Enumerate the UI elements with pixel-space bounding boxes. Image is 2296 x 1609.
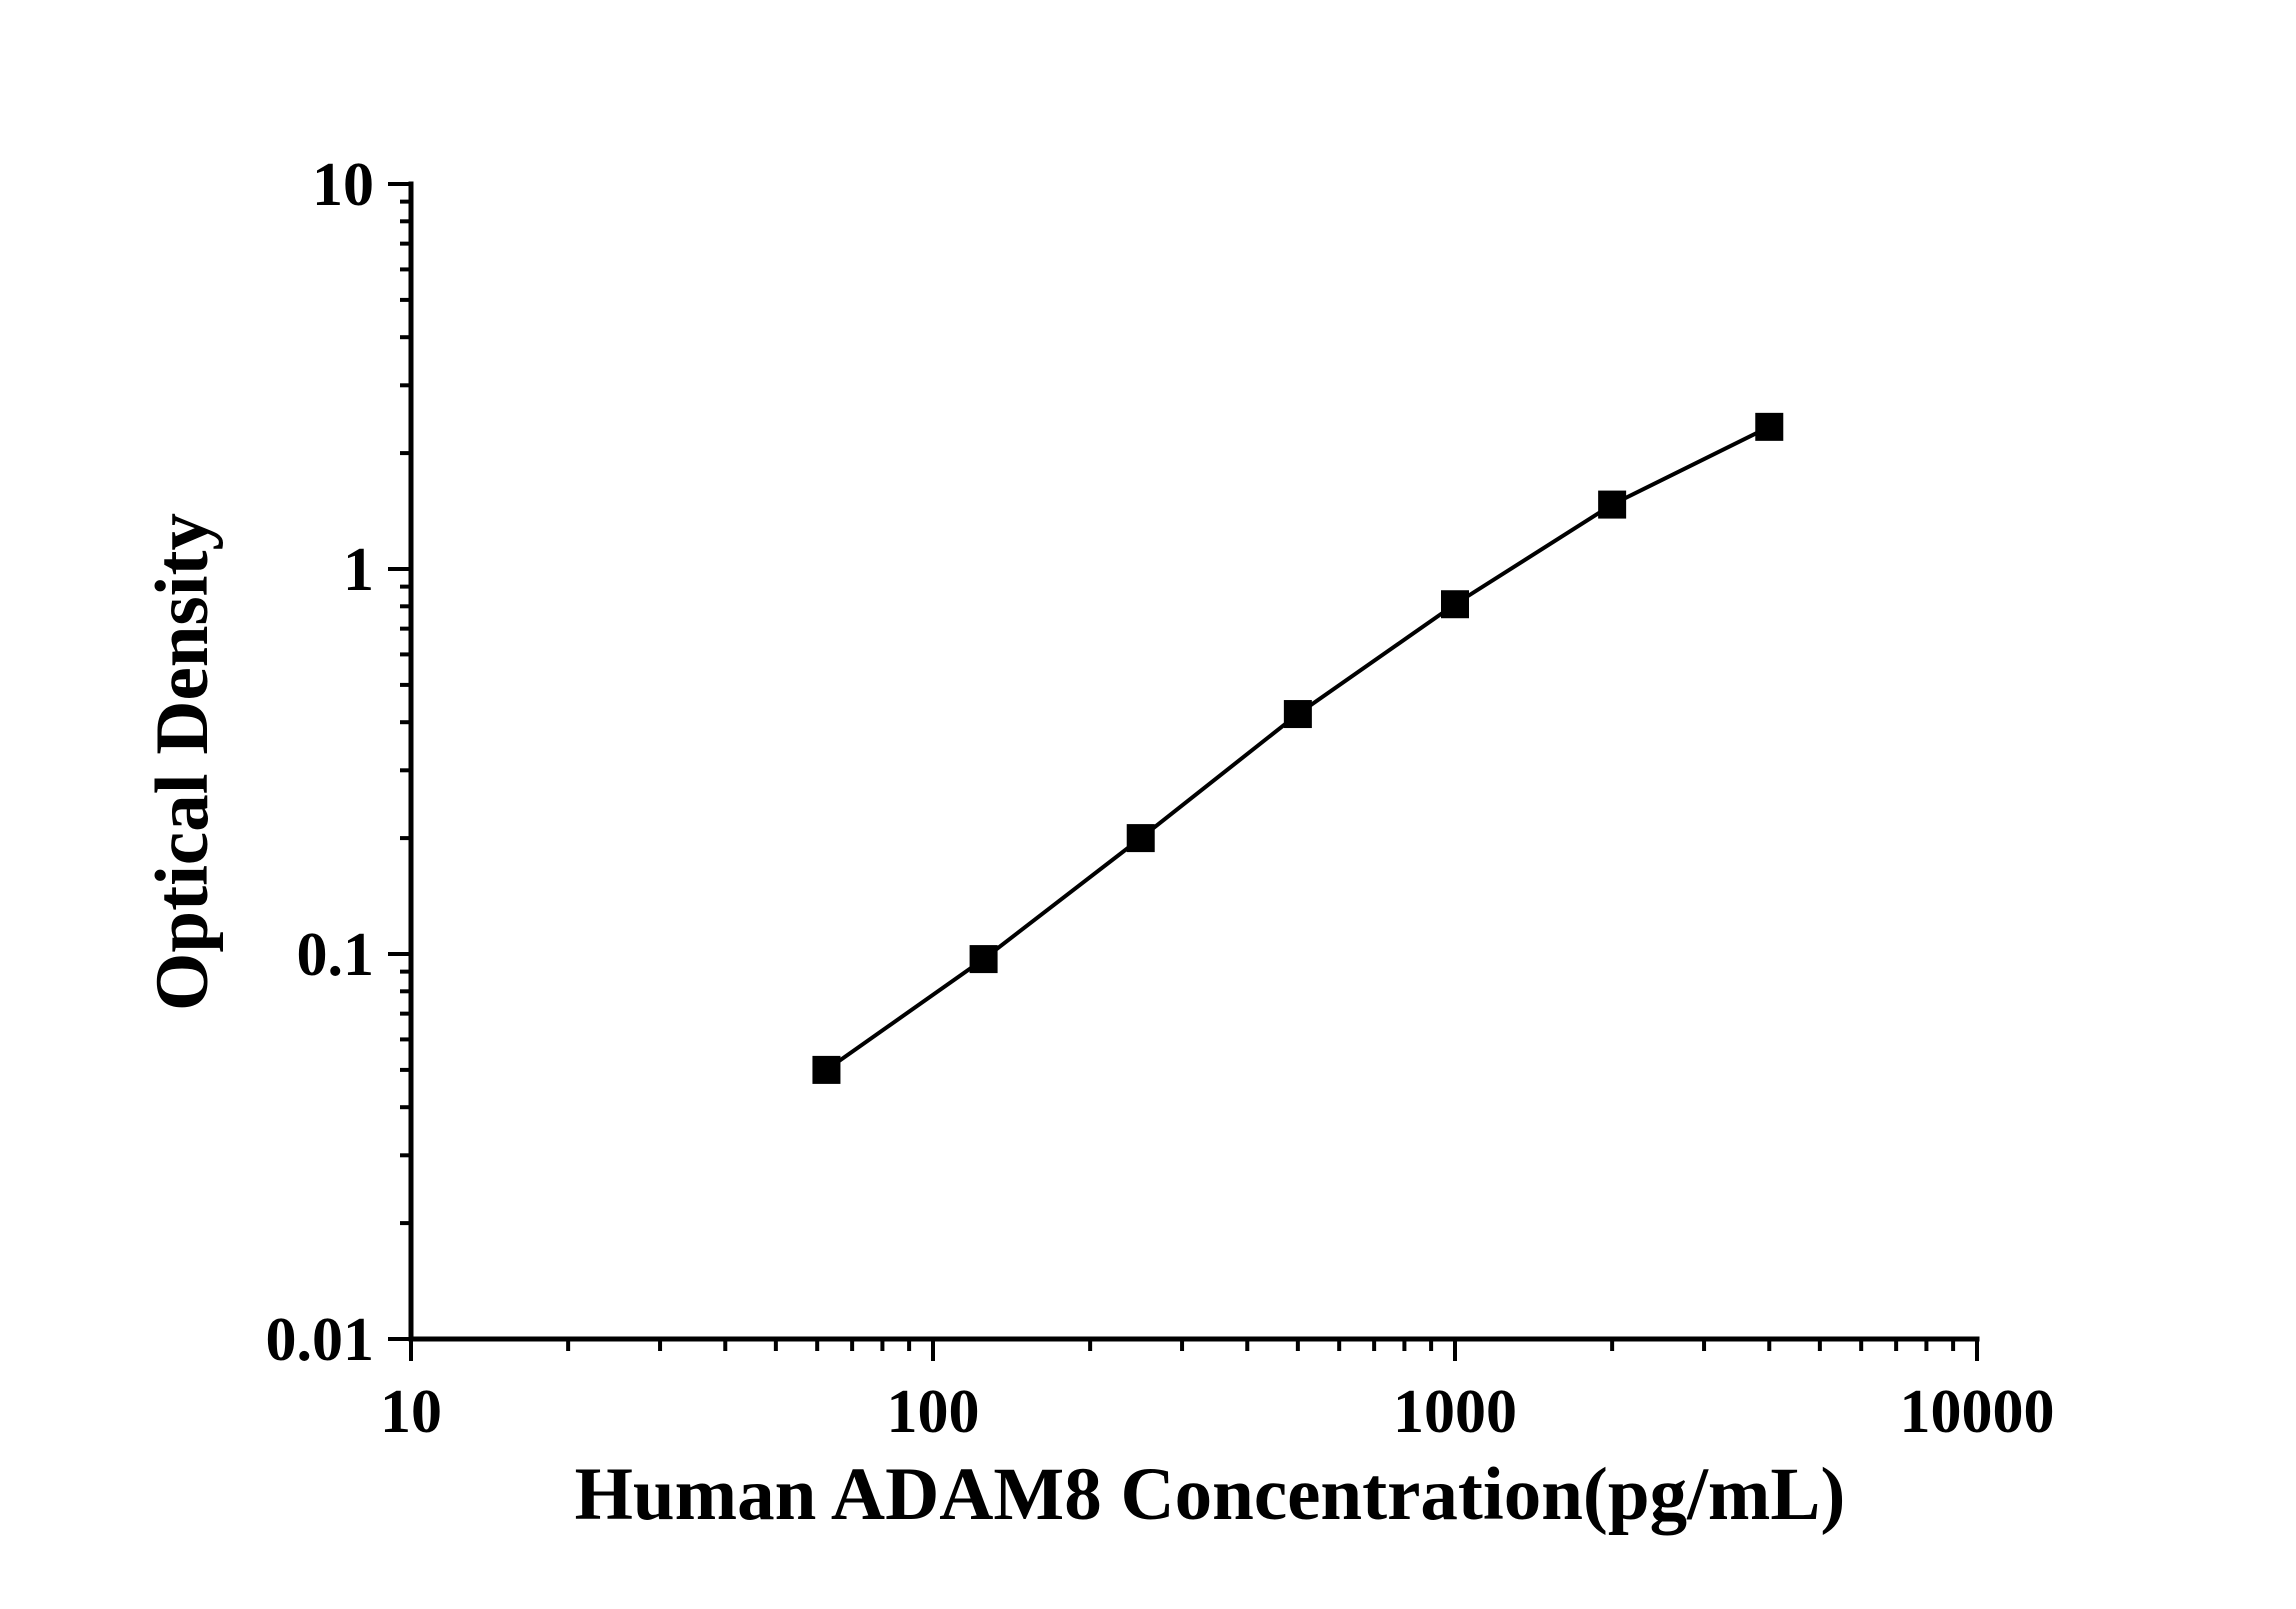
y-tick-label: 1 [343,536,374,604]
data-point-marker [1126,824,1155,853]
data-point-marker [1755,412,1784,441]
series-line [825,425,1771,1072]
data-point-marker [1283,700,1312,729]
x-axis-title: Human ADAM8 Concentration(pg/mL) [575,1453,1846,1536]
ticks-layer [388,182,1979,1361]
x-tick-label: 1000 [1393,1378,1517,1446]
tick-labels-layer: 10 100 1000 10000 10 1 0.1 0.01 [266,151,2055,1446]
x-tick-label: 10000 [1900,1378,2055,1446]
data-point-marker [1598,490,1627,519]
x-tick-label: 100 [887,1378,980,1446]
series-layer [812,412,1784,1084]
y-tick-label: 0.01 [266,1306,375,1374]
y-tick-label: 0.1 [297,921,375,989]
data-point-marker [812,1055,841,1084]
y-tick-label: 10 [312,151,374,219]
data-point-marker [969,945,998,974]
axes-layer [408,181,1980,1342]
x-tick-label: 10 [380,1378,442,1446]
y-axis-title: Optical Density [141,513,224,1011]
data-point-marker [1441,590,1469,619]
